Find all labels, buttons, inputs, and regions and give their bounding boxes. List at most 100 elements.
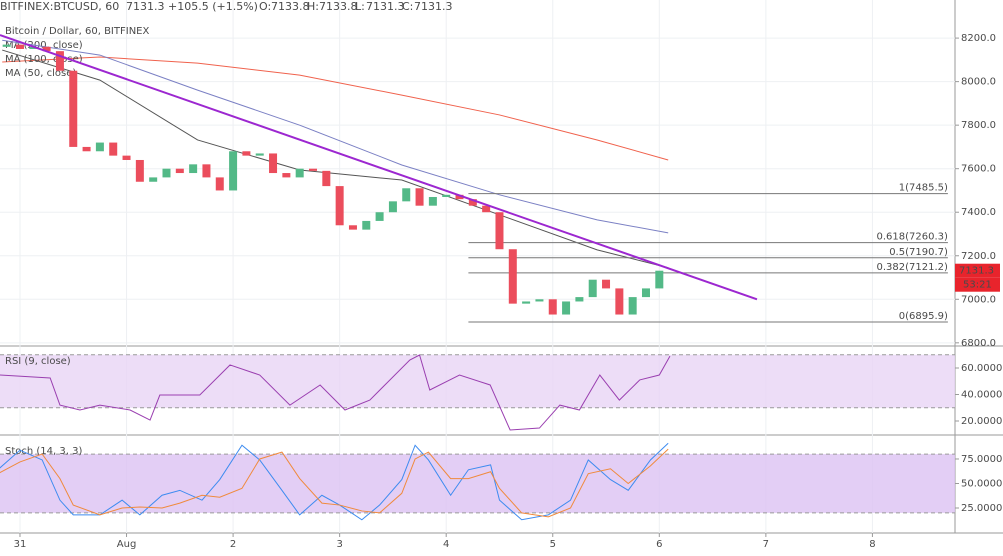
candle <box>482 205 491 213</box>
candle <box>508 249 517 304</box>
fib-label: 0.618(7260.3) <box>876 232 948 243</box>
legend-entry: MA (50, close) <box>5 68 76 79</box>
candle <box>322 170 331 187</box>
ohlc-key: H: <box>307 0 319 13</box>
price-tag <box>955 263 1000 278</box>
candle <box>202 164 211 178</box>
candle <box>189 164 198 174</box>
fib-label: 0.5(7190.7) <box>889 247 948 258</box>
x-tick-label: 8 <box>869 539 875 550</box>
candle <box>242 151 251 156</box>
candle <box>255 153 264 156</box>
legend-entry: MA (200, close) <box>5 40 83 51</box>
candle <box>109 142 118 156</box>
y-tick-label: 8200.0 <box>961 33 996 44</box>
candle <box>535 299 544 302</box>
x-tick-label: 3 <box>336 539 342 550</box>
series-line <box>2 39 669 234</box>
countdown-box <box>955 277 1000 292</box>
candle <box>69 70 78 147</box>
header: BITFINEX:BTCUSD, 60 7131.3 +105.5 (+1.5%… <box>0 0 453 13</box>
candle <box>282 173 291 178</box>
candle <box>562 301 571 315</box>
candle <box>215 177 224 191</box>
countdown: 53:21 <box>963 280 992 291</box>
candle <box>55 51 64 71</box>
ohlc-key: O: <box>259 0 271 13</box>
series-line <box>0 448 669 518</box>
candle <box>335 186 344 226</box>
y-tick-label: 7000.0 <box>961 294 996 305</box>
symbol: BITFINEX:BTCUSD, 60 <box>0 0 119 13</box>
y-tick-label: 40.0000 <box>961 390 1002 401</box>
candle <box>442 194 451 197</box>
fib-label: 1(7485.5) <box>899 183 948 194</box>
y-tick-label: 75.0000 <box>961 454 1002 465</box>
candle <box>309 168 318 171</box>
last-price: 7131.3 <box>126 0 165 13</box>
candle <box>615 288 624 315</box>
ohlc-value: 7133.8 <box>319 0 358 13</box>
candle <box>295 168 304 178</box>
candle <box>269 153 278 174</box>
candle <box>95 142 104 152</box>
x-tick-label: 2 <box>230 539 236 550</box>
candle <box>415 188 424 206</box>
y-tick-label: 60.0000 <box>961 363 1002 374</box>
candle <box>229 151 238 191</box>
series-line <box>2 56 669 161</box>
candle <box>455 194 464 200</box>
candle <box>375 212 384 221</box>
candle <box>15 44 24 49</box>
pane-title: Bitcoin / Dollar, 60, BITFINEX <box>5 26 149 37</box>
y-tick-label: 7200.0 <box>961 251 996 262</box>
candle <box>641 288 650 298</box>
y-tick-label: 7800.0 <box>961 120 996 131</box>
fib-label: 0(6895.9) <box>899 311 948 322</box>
y-tick-label: 7400.0 <box>961 207 996 218</box>
ohlc-value: 7131.3 <box>414 0 453 13</box>
candle <box>655 270 664 289</box>
price-tag-label: 7131.3 <box>959 266 994 277</box>
candle <box>428 196 437 206</box>
ohlc-value: 7133.8 <box>271 0 310 13</box>
fib-label: 0.382(7121.2) <box>876 262 948 273</box>
candle <box>628 297 637 315</box>
candle <box>2 44 11 47</box>
legend-entry: MA (100, close) <box>5 54 83 65</box>
pane-title: RSI (9, close) <box>5 356 71 367</box>
x-tick-label: 6 <box>656 539 662 550</box>
candle <box>149 177 158 182</box>
candle <box>122 155 131 160</box>
x-tick-label: Aug <box>117 539 137 550</box>
candle <box>82 146 91 152</box>
x-tick-label: 31 <box>14 539 27 550</box>
y-tick-label: 20.0000 <box>961 416 1002 427</box>
candle <box>495 212 504 250</box>
x-tick-label: 7 <box>763 539 769 550</box>
band <box>0 454 955 513</box>
candle <box>468 199 477 206</box>
candle <box>388 201 397 213</box>
candle <box>575 297 584 302</box>
candle <box>402 188 411 202</box>
y-tick-label: 7600.0 <box>961 164 996 175</box>
ohlc-key: L: <box>355 0 365 13</box>
candle <box>162 168 171 178</box>
candle <box>588 279 597 298</box>
x-tick-label: 4 <box>443 539 449 550</box>
x-tick-label: 5 <box>550 539 556 550</box>
candle <box>348 225 357 230</box>
candle <box>42 46 51 52</box>
ohlc-key: C: <box>402 0 413 13</box>
y-tick-label: 8000.0 <box>961 77 996 88</box>
candle <box>135 159 144 182</box>
series-line <box>0 354 671 431</box>
trendline <box>0 34 758 301</box>
series-line <box>2 49 669 269</box>
y-tick-label: 25.0000 <box>961 503 1002 514</box>
candle <box>175 168 184 174</box>
pane-title: Stoch (14, 3, 3) <box>5 446 82 457</box>
